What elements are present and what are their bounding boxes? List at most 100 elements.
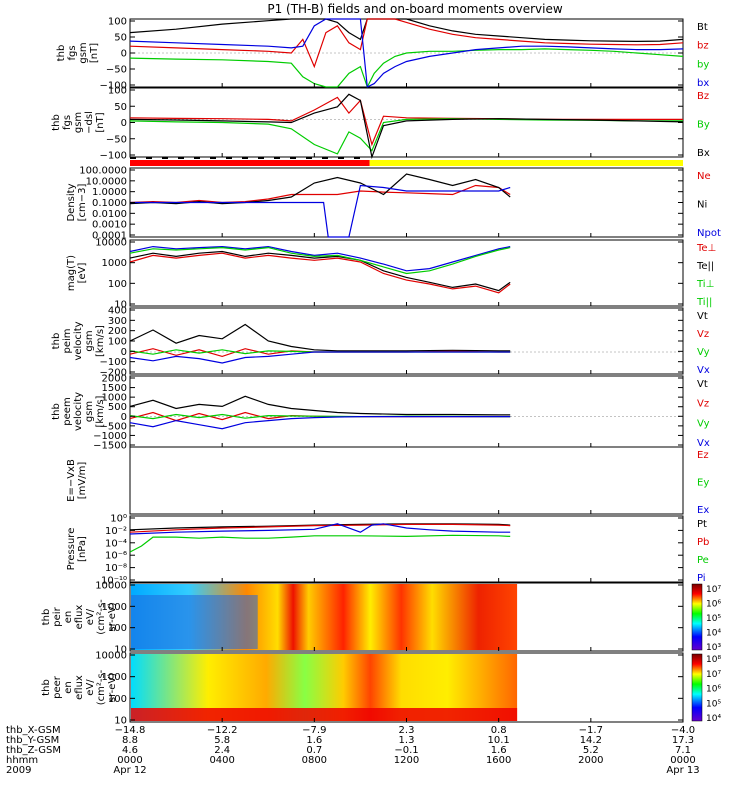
panel-frame (129, 446, 684, 515)
panel-temperature: 10000 1000 100 10 mag(T) [eV] Te⊥ Te|| Ti⊥ Ti|| (66, 238, 716, 311)
y-tick-label: 10 (114, 300, 127, 311)
ephemeris-value: 1.6 (306, 735, 322, 746)
y-tick-label: −500 (100, 421, 127, 432)
ephemeris-value: −4.0 (671, 725, 695, 736)
legend-entry: by (697, 59, 709, 70)
ephemeris-value: 0000 (670, 755, 695, 766)
y-tick-label: 10 (114, 716, 127, 727)
ephemeris-value: 0.8 (491, 725, 507, 736)
y-axis-label: eV/ (85, 679, 96, 696)
panel-fgs_dsl: 100 50 0 −50 −100 thb fgs gsm −dsl [nT] Bz By Bx (51, 86, 710, 162)
ephemeris-value: −12.2 (207, 725, 238, 736)
legend-entry: Ex (697, 505, 709, 516)
ephemeris-value: 4.6 (122, 745, 138, 756)
legend-entry: Vz (697, 399, 709, 410)
y-axis-label: peer (52, 675, 63, 699)
legend-entry: Pb (697, 537, 709, 548)
ephemeris-value: 0800 (302, 755, 327, 766)
series-line-bx (129, 18, 684, 88)
series-line-bz (129, 18, 684, 69)
y-axis-label: peir (52, 606, 63, 626)
spectrogram-low-flux-region (131, 595, 258, 649)
y-tick-label: −1000 (93, 431, 127, 442)
y-axis-label: en (63, 681, 74, 694)
colorbar (691, 653, 703, 722)
ephemeris-row-label: hhmm (6, 755, 38, 766)
y-axis-label: peem (62, 397, 73, 425)
colorbar-tick-label: 10⁴ (706, 629, 721, 639)
y-tick-label: 100 (108, 279, 127, 290)
y-axis-label: gsm (84, 330, 95, 351)
legend-entry: Vz (697, 329, 709, 340)
y-axis-label: thb (51, 114, 62, 131)
plot-title: P1 (TH-B) fields and on-board moments ov… (267, 2, 563, 16)
y-tick-label: 1000 (102, 393, 127, 404)
y-tick-label: −100 (100, 151, 127, 162)
colorbar-tick-label: 10⁸ (706, 655, 721, 665)
y-axis-label: [nT] (95, 112, 106, 132)
ephemeris-value: Apr 13 (666, 765, 699, 776)
panel-peir_spectrogram: 10⁷ 10⁶ 10⁵ 10⁴ 10³ 10000 1000 100 10 thb peir en ef… (41, 581, 721, 656)
ephemeris-value: −14.8 (115, 725, 146, 736)
y-axis-label: gsm (84, 401, 95, 422)
ephemeris-value: −7.9 (302, 725, 326, 736)
ephemeris-value: 0000 (117, 755, 142, 766)
series-line-pe (129, 534, 511, 553)
y-tick-label: 0 (121, 412, 127, 423)
ephemeris-value: 1600 (486, 755, 511, 766)
panel-frame (129, 515, 684, 583)
legend-entry: Te|| (696, 261, 714, 272)
series-line-vx (129, 416, 511, 430)
y-tick-label: 50 (114, 102, 127, 113)
series-line-ti (129, 245, 511, 272)
ephemeris-row-label: thb_Z-GSM (6, 745, 61, 756)
y-tick-label: 0.0100 (92, 209, 127, 220)
legend-entry: Ne (697, 171, 711, 182)
colorbar-tick-label: 10⁶ (706, 600, 721, 610)
y-axis-label: [nT] (89, 43, 100, 63)
y-axis-label: Density (66, 183, 77, 221)
series-line-pi (129, 523, 511, 535)
y-tick-label: 1.0000 (92, 187, 127, 198)
y-tick-label: −1500 (93, 441, 127, 452)
y-axis-label: −dsl (84, 111, 95, 134)
panel-e_field: E=−VxB [mV/m] Ez Ey Ex (66, 446, 709, 516)
legend-entry: Vy (697, 347, 710, 358)
legend-entry: Vx (697, 438, 710, 449)
y-axis-label: gsm (73, 112, 84, 133)
panel-peer_spectrogram: 10⁸ 10⁷ 10⁶ 10⁵ 10⁴ 10000 1000 100 10 thb peer en ef… (41, 651, 721, 727)
legend-entry: Npot (697, 228, 721, 239)
colorbar-tick-label: 10⁴ (706, 714, 721, 724)
y-axis-label: [nPa] (77, 536, 88, 562)
y-axis-label: en (63, 611, 74, 624)
panel-frame (129, 307, 684, 375)
legend-entry: Ez (697, 450, 709, 461)
y-tick-label: 100 (108, 86, 127, 97)
y-tick-label: 500 (108, 402, 127, 413)
series-line-bx (129, 93, 684, 160)
y-axis-label: [cm−3] (77, 184, 88, 222)
y-tick-label: 10 (114, 645, 127, 656)
y-tick-label: −50 (106, 65, 127, 76)
legend-entry: Ey (697, 478, 709, 489)
series-line-vt (129, 323, 511, 352)
legend-entry: Vt (697, 311, 708, 322)
ephemeris-value: Apr 12 (113, 765, 146, 776)
y-tick-label: 0.1000 (92, 198, 127, 209)
colorbar-tick-label: 10⁷ (706, 585, 721, 595)
ephemeris-value: 14.2 (580, 735, 602, 746)
y-tick-label: −50 (106, 134, 127, 145)
y-tick-label: 1000 (102, 602, 127, 613)
ephemeris-value: 10.1 (488, 735, 510, 746)
y-tick-label: 10⁻¹⁰ (101, 576, 127, 587)
y-axis-label: [eV] (77, 263, 88, 284)
ephemeris-value: −1.7 (579, 725, 603, 736)
colorbar-tick-label: 10⁶ (706, 685, 721, 695)
y-tick-label: 100 (108, 17, 127, 28)
y-tick-label: 0 (121, 49, 127, 60)
ephemeris-value: 1.3 (399, 735, 415, 746)
legend-entry: Bt (697, 22, 708, 33)
